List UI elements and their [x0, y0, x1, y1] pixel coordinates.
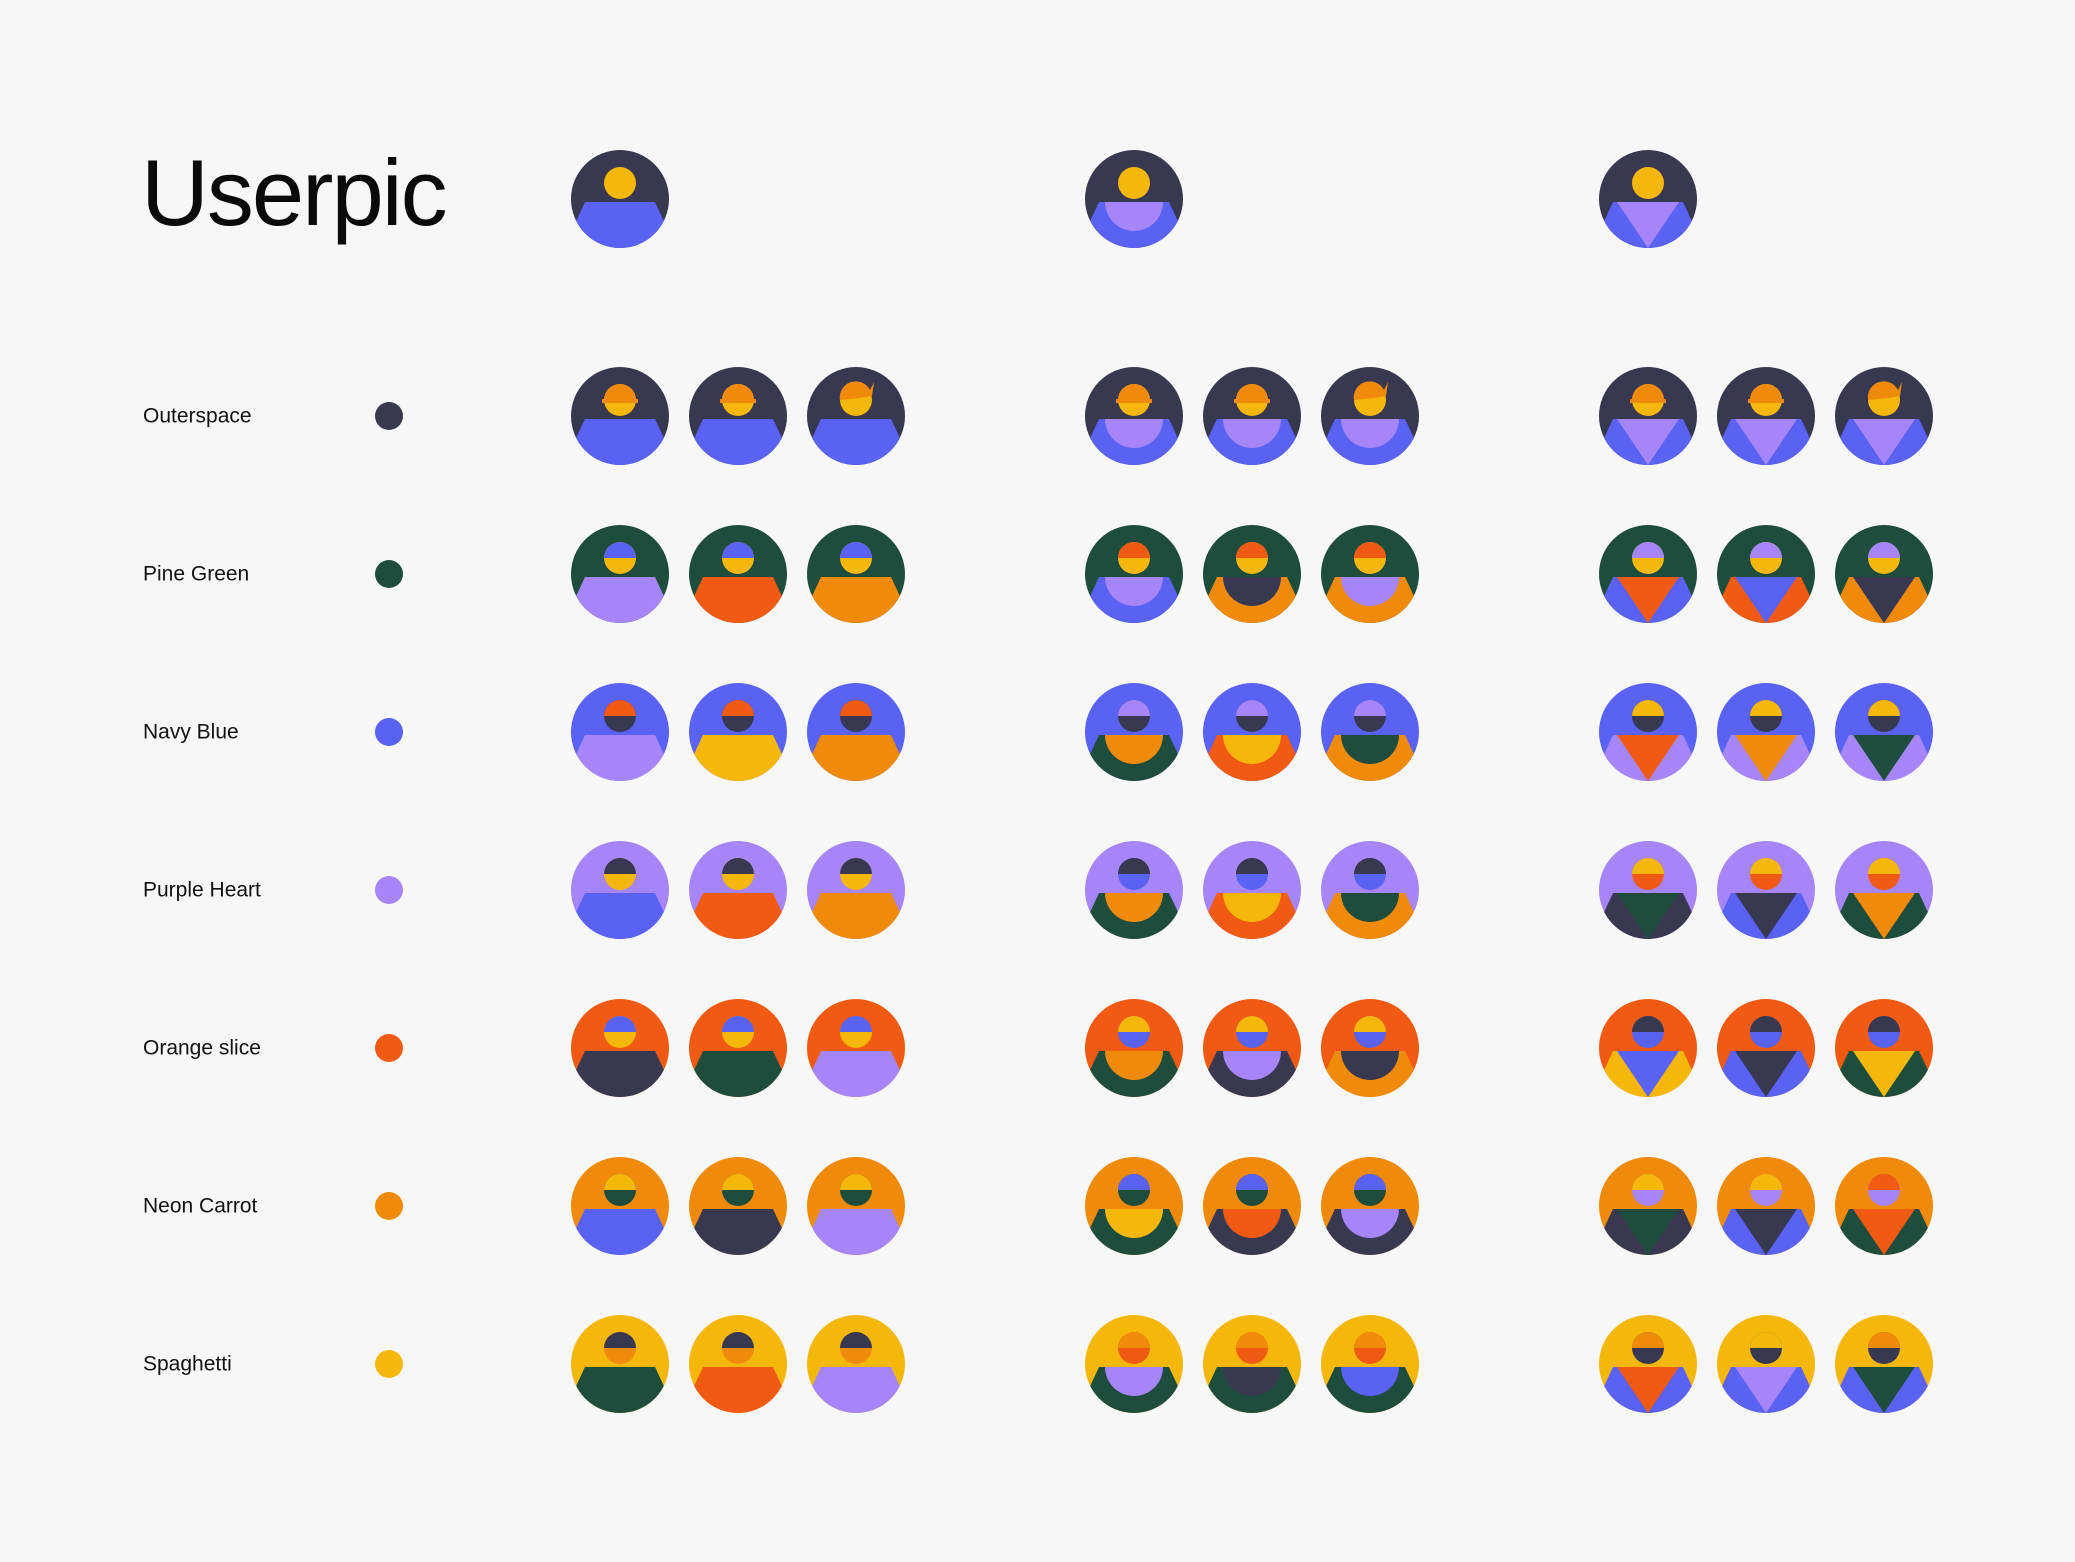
- avatar: [1717, 1315, 1815, 1413]
- color-row-label: Pine Green: [143, 562, 250, 586]
- color-row-label: Spaghetti: [143, 1352, 232, 1376]
- avatar: [689, 683, 787, 781]
- avatar: [1835, 525, 1933, 623]
- avatar: [1203, 999, 1301, 1097]
- avatar: [1085, 841, 1183, 939]
- avatar: [1835, 1157, 1933, 1255]
- color-swatch: [375, 402, 403, 430]
- avatar: [1835, 1315, 1933, 1413]
- avatar: [1599, 999, 1697, 1097]
- avatar: [1085, 1315, 1183, 1413]
- color-row-label: Navy Blue: [143, 720, 239, 744]
- avatar: [1321, 367, 1419, 465]
- avatar: [1203, 1157, 1301, 1255]
- avatar: [1321, 1157, 1419, 1255]
- color-swatch: [375, 1350, 403, 1378]
- avatar: [807, 367, 905, 465]
- avatar: [689, 841, 787, 939]
- avatar: [1321, 1315, 1419, 1413]
- color-swatch: [375, 718, 403, 746]
- avatar: [1085, 1157, 1183, 1255]
- avatar: [1203, 1315, 1301, 1413]
- avatar: [1835, 841, 1933, 939]
- avatar: [571, 1315, 669, 1413]
- avatar: [689, 1315, 787, 1413]
- avatar: [1599, 841, 1697, 939]
- avatar: [1321, 999, 1419, 1097]
- avatar: [1321, 841, 1419, 939]
- avatar: [1599, 1157, 1697, 1255]
- avatar: [1835, 999, 1933, 1097]
- avatar: [1085, 683, 1183, 781]
- avatar: [807, 1157, 905, 1255]
- color-swatch: [375, 560, 403, 588]
- avatar: [571, 999, 669, 1097]
- page-title: Userpic: [141, 140, 448, 245]
- avatar: [1599, 367, 1697, 465]
- avatar: [1717, 841, 1815, 939]
- color-row-label: Purple Heart: [143, 878, 261, 902]
- avatar: [807, 683, 905, 781]
- avatar: [1203, 525, 1301, 623]
- header-avatar-shoulders: [571, 150, 669, 248]
- avatar: [689, 367, 787, 465]
- avatar: [1717, 367, 1815, 465]
- avatar: [807, 841, 905, 939]
- avatar: [807, 1315, 905, 1413]
- avatar: [1599, 1315, 1697, 1413]
- header-avatar-triangle: [1599, 150, 1697, 248]
- avatar: [1717, 683, 1815, 781]
- avatar: [1203, 367, 1301, 465]
- avatar: [571, 1157, 669, 1255]
- avatar: [1085, 999, 1183, 1097]
- avatar: [571, 525, 669, 623]
- avatar: [689, 1157, 787, 1255]
- avatar: [1599, 683, 1697, 781]
- avatar: [1085, 525, 1183, 623]
- avatar: [1835, 367, 1933, 465]
- color-row-label: Outerspace: [143, 404, 252, 428]
- avatar: [1599, 525, 1697, 623]
- color-swatch: [375, 1034, 403, 1062]
- header-avatar-bowl: [1085, 150, 1183, 248]
- avatar: [1203, 683, 1301, 781]
- avatar: [1717, 1157, 1815, 1255]
- avatar: [571, 683, 669, 781]
- color-row-label: Orange slice: [143, 1036, 261, 1060]
- avatar: [1085, 367, 1183, 465]
- avatar: [1717, 999, 1815, 1097]
- avatar: [1203, 841, 1301, 939]
- avatar: [571, 367, 669, 465]
- avatar: [689, 999, 787, 1097]
- avatar: [1717, 525, 1815, 623]
- avatar: [1321, 525, 1419, 623]
- color-swatch: [375, 876, 403, 904]
- color-row-label: Neon Carrot: [143, 1194, 258, 1218]
- avatar: [571, 841, 669, 939]
- color-swatch: [375, 1192, 403, 1220]
- avatar: [807, 525, 905, 623]
- avatar: [807, 999, 905, 1097]
- avatar: [1321, 683, 1419, 781]
- avatar: [1835, 683, 1933, 781]
- avatar: [689, 525, 787, 623]
